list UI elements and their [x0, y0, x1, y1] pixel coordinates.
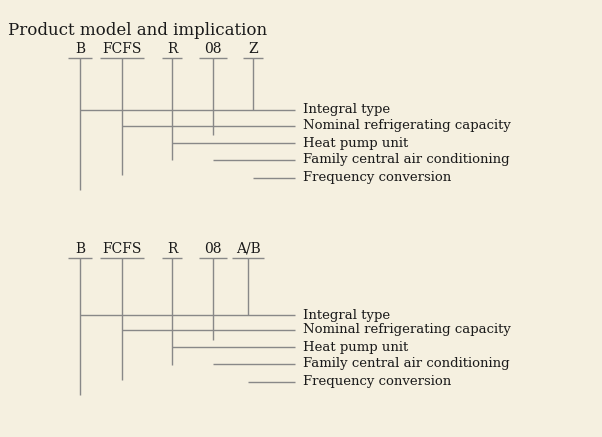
- Text: FCFS: FCFS: [102, 42, 141, 56]
- Text: Heat pump unit: Heat pump unit: [303, 340, 408, 354]
- Text: Heat pump unit: Heat pump unit: [303, 136, 408, 149]
- Text: B: B: [75, 242, 85, 256]
- Text: Integral type: Integral type: [303, 104, 390, 117]
- Text: 08: 08: [204, 42, 222, 56]
- Text: Integral type: Integral type: [303, 309, 390, 322]
- Text: Frequency conversion: Frequency conversion: [303, 375, 452, 388]
- Text: Z: Z: [248, 42, 258, 56]
- Text: B: B: [75, 42, 85, 56]
- Text: Family central air conditioning: Family central air conditioning: [303, 153, 510, 166]
- Text: Family central air conditioning: Family central air conditioning: [303, 357, 510, 371]
- Text: FCFS: FCFS: [102, 242, 141, 256]
- Text: R: R: [167, 42, 177, 56]
- Text: A/B: A/B: [235, 242, 261, 256]
- Text: 08: 08: [204, 242, 222, 256]
- Text: Nominal refrigerating capacity: Nominal refrigerating capacity: [303, 323, 511, 336]
- Text: Product model and implication: Product model and implication: [8, 22, 267, 39]
- Text: R: R: [167, 242, 177, 256]
- Text: Frequency conversion: Frequency conversion: [303, 171, 452, 184]
- Text: Nominal refrigerating capacity: Nominal refrigerating capacity: [303, 119, 511, 132]
